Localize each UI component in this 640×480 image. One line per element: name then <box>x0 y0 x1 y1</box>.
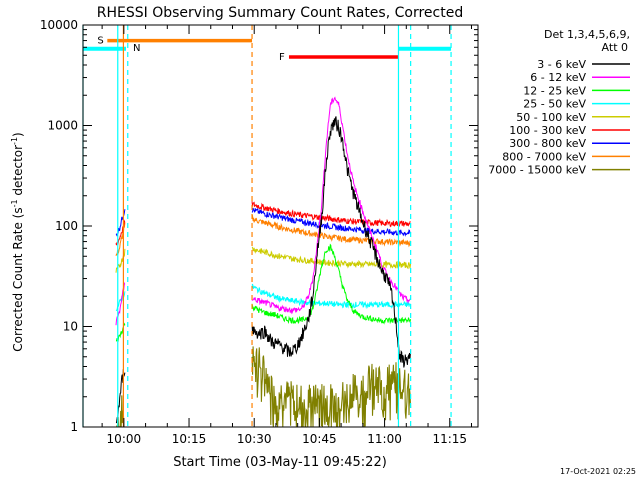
series-line <box>251 243 412 325</box>
legend-label: 300 - 800 keV <box>509 137 586 150</box>
x-tick-label: 11:00 <box>367 432 402 446</box>
legend-label: 12 - 25 keV <box>523 84 586 97</box>
series-line <box>251 201 411 228</box>
legend-label: 50 - 100 keV <box>516 111 586 124</box>
legend-label: 7000 - 15000 keV <box>488 164 586 177</box>
y-tick-label: 10 <box>63 320 78 334</box>
legend-label: 800 - 7000 keV <box>502 150 586 163</box>
flag-label: F <box>279 52 285 63</box>
y-tick-label: 100 <box>55 219 78 233</box>
y-tick-label: 1000 <box>47 119 78 133</box>
x-axis-label: Start Time (03-May-11 09:45:22) <box>173 455 387 470</box>
flag-bars: N S F <box>83 36 452 63</box>
legend-label: 100 - 300 keV <box>509 124 586 137</box>
x-tick-label: 10:00 <box>107 432 142 446</box>
flag-label: S <box>97 36 103 47</box>
y-tick-label: 1 <box>70 420 78 434</box>
legend-label: 25 - 50 keV <box>523 98 586 111</box>
legend-header: Det 1,3,4,5,6,9, <box>544 28 630 41</box>
y-axis-label: Corrected Count Rate (s-1 detector-1) <box>10 132 25 351</box>
night-bar-label: N <box>133 43 140 54</box>
legend-attenuator: Att 0 <box>602 41 628 54</box>
timestamp: 17-Oct-2021 02:25 <box>560 467 636 476</box>
y-axis-ticks: 1 10 100 1000 10000 <box>40 18 478 434</box>
x-tick-label: 10:15 <box>172 432 207 446</box>
x-tick-label: 10:45 <box>302 432 337 446</box>
legend-label: 3 - 6 keV <box>537 58 586 71</box>
x-axis-ticks: 10:00 10:15 10:30 10:45 11:00 11:15 <box>101 25 472 446</box>
series-line <box>251 207 411 237</box>
legend-label: 6 - 12 keV <box>530 71 586 84</box>
series-line <box>251 96 412 315</box>
x-tick-label: 11:15 <box>432 432 467 446</box>
series-line <box>251 283 411 310</box>
y-tick-label: 10000 <box>40 18 78 32</box>
series-line <box>251 246 412 270</box>
chart-title: RHESSI Observing Summary Count Rates, Co… <box>97 5 463 21</box>
x-tick-label: 10:30 <box>237 432 272 446</box>
series-line <box>251 214 412 248</box>
series-line <box>251 116 412 368</box>
